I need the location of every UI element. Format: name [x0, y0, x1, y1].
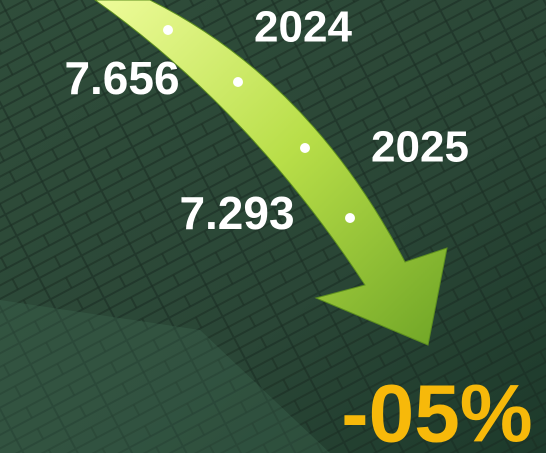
value-label: 7.293 [179, 187, 294, 239]
reflection [0, 300, 330, 453]
dot [345, 213, 355, 223]
dot [233, 77, 243, 87]
change-label: -05% [341, 369, 532, 453]
year-label: 2025 [371, 123, 469, 172]
dot [300, 143, 310, 153]
dot [163, 25, 173, 35]
down-arrow [94, 0, 448, 346]
value-label: 7.656 [64, 52, 179, 104]
year-label: 2024 [254, 3, 352, 52]
